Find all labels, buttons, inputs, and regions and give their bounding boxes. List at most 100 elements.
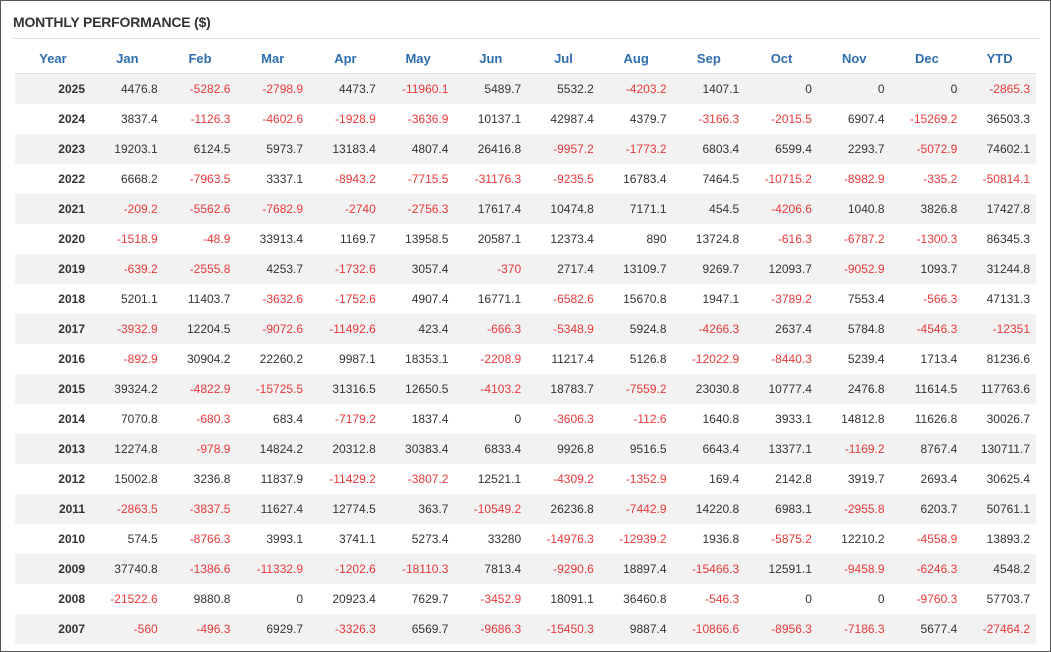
value-cell: -48.9: [203, 232, 231, 246]
value-cell: 6803.4: [672, 134, 746, 164]
value-cell: 37740.8: [91, 554, 164, 584]
value-cell: 11626.8: [914, 412, 958, 426]
value-cell: 74602.1: [963, 134, 1036, 164]
value-cell: 3919.7: [847, 472, 885, 486]
table-row: 2019 -639.2 -2555.8 4253.7 -1732.6 3057.4 -370…: [15, 254, 1036, 284]
value-cell: -2955.8: [817, 494, 891, 524]
value-cell: 12204.5: [163, 314, 237, 344]
value-cell: -21522.6: [110, 592, 158, 606]
value-cell: 23030.8: [672, 374, 746, 404]
value-cell: 18783.7: [527, 374, 600, 404]
value-cell: 1936.8: [702, 532, 740, 546]
value-cell: 39324.2: [91, 374, 164, 404]
value-cell: 12093.7: [745, 254, 818, 284]
value-cell: 117763.6: [963, 374, 1036, 404]
value-cell: -31176.3: [474, 172, 522, 186]
value-cell: -4558.9: [916, 532, 958, 546]
year-cell: 2020: [58, 232, 85, 246]
table-row: 2025 4476.8 -5282.6 -2798.9 4473.7 -11960.1 54…: [15, 73, 1036, 104]
value-cell: 9987.1: [339, 352, 376, 366]
value-cell: -12022.9: [691, 352, 740, 366]
value-cell: -7559.2: [599, 374, 673, 404]
value-cell: 17427.8: [963, 194, 1036, 224]
value-cell: 6929.7: [236, 614, 310, 644]
value-cell: 10777.4: [745, 374, 818, 404]
value-cell: 13109.7: [599, 254, 673, 284]
value-cell: 16771.1: [477, 292, 522, 306]
value-cell: -9957.2: [527, 134, 600, 164]
value-cell: -1300.3: [916, 232, 958, 246]
value-cell: -5072.9: [890, 134, 964, 164]
value-cell: 3993.1: [266, 532, 304, 546]
value-cell: 26236.8: [527, 494, 600, 524]
value-cell: 4807.4: [381, 134, 455, 164]
value-cell: -2865.3: [963, 73, 1036, 104]
value-cell: 2717.4: [527, 254, 600, 284]
value-cell: -8982.9: [843, 172, 885, 186]
value-cell: 30026.7: [986, 412, 1030, 426]
value-cell: -7963.5: [189, 172, 231, 186]
value-cell: -5348.9: [527, 314, 600, 344]
value-cell: 1640.8: [702, 412, 740, 426]
value-cell: -566.3: [923, 292, 958, 306]
value-cell: 0: [817, 73, 891, 104]
value-cell: 14220.8: [672, 494, 746, 524]
value-cell: -5282.6: [163, 73, 237, 104]
value-cell: 1947.1: [702, 292, 740, 306]
value-cell: 12373.4: [550, 232, 594, 246]
value-cell: 14812.8: [841, 412, 885, 426]
value-cell: -6582.6: [553, 292, 594, 306]
value-cell: 81236.6: [986, 352, 1030, 366]
value-cell: 30625.4: [986, 472, 1030, 486]
value-cell: 12591.1: [745, 554, 818, 584]
value-cell: -1752.6: [335, 292, 376, 306]
value-cell: -14976.3: [546, 532, 594, 546]
performance-table: Year Jan Feb Mar Apr May Jun Jul Aug Sep Oct Nov Dec…: [15, 43, 1036, 644]
value-cell: 13958.5: [405, 232, 449, 246]
value-cell: 4473.7: [309, 73, 382, 104]
value-cell: 5239.4: [847, 352, 885, 366]
value-cell: -1126.3: [190, 112, 231, 126]
year-cell: 2012: [58, 472, 85, 486]
value-cell: 2637.4: [745, 314, 818, 344]
value-cell: 6983.1: [745, 494, 818, 524]
table-row: 2021 -209.2 -5562.6 -7682.9 -2740 -2756.3 1761…: [15, 194, 1036, 224]
value-cell: 18353.1: [405, 352, 449, 366]
column-header: Apr: [309, 43, 382, 74]
value-cell: 17617.4: [454, 194, 528, 224]
value-cell: 13377.1: [745, 434, 818, 464]
value-cell: -639.2: [91, 254, 164, 284]
value-cell: -4266.3: [672, 314, 746, 344]
value-cell: -3606.3: [553, 412, 594, 426]
value-cell: -50814.1: [982, 172, 1030, 186]
value-cell: -11960.1: [381, 73, 455, 104]
table-row: 2017 -3932.9 12204.5 -9072.6 -11492.6 423.4 -6…: [15, 314, 1036, 344]
table-row: 2018 5201.1 11403.7 -3632.6 -1752.6 4907.4 167…: [15, 284, 1036, 314]
panel-title: MONTHLY PERFORMANCE ($): [13, 14, 211, 30]
value-cell: -3636.9: [407, 112, 449, 126]
value-cell: 18091.1: [550, 592, 594, 606]
value-cell: -8766.3: [189, 532, 231, 546]
value-cell: -9760.3: [916, 592, 958, 606]
value-cell: 14824.2: [236, 434, 310, 464]
value-cell: 47131.3: [986, 292, 1030, 306]
value-cell: 13183.4: [309, 134, 382, 164]
value-cell: -10715.2: [764, 172, 812, 186]
value-cell: 31244.8: [963, 254, 1036, 284]
value-cell: 2142.8: [775, 472, 812, 486]
table-row: 2011 -2863.5 -3837.5 11627.4 12774.5 363.7 -10…: [15, 494, 1036, 524]
value-cell: -12351: [963, 314, 1036, 344]
column-header: Oct: [745, 43, 818, 74]
value-cell: -4309.2: [553, 472, 594, 486]
value-cell: -9235.5: [553, 172, 594, 186]
value-cell: -3632.6: [262, 292, 304, 306]
value-cell: -9458.9: [817, 554, 891, 584]
value-cell: 15670.8: [623, 292, 667, 306]
value-cell: 5273.4: [411, 532, 449, 546]
value-cell: -560: [91, 614, 164, 644]
table-row: 2012 15002.8 3236.8 11837.9 -11429.2 -3807.2 1…: [15, 464, 1036, 494]
value-cell: 7464.5: [702, 172, 740, 186]
value-cell: 7629.7: [411, 592, 449, 606]
value-cell: 6907.4: [847, 112, 885, 126]
value-cell: -5875.2: [771, 532, 812, 546]
